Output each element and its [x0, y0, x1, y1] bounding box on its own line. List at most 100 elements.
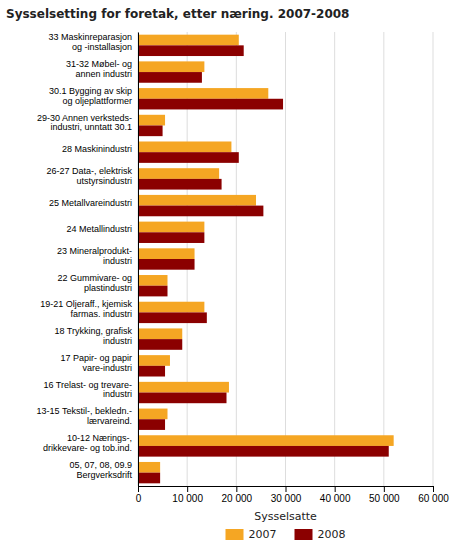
grid-line: [138, 32, 139, 486]
chart: Sysselsetting for foretak, etter næring.…: [0, 0, 455, 554]
bar: [138, 125, 163, 136]
tick-label: 24 Metallindustri: [66, 224, 132, 234]
bar: [138, 179, 222, 190]
tick-mark: [384, 486, 385, 492]
legend-swatch: [295, 529, 313, 540]
tick-label: 29-30 Annen verksteds-industri, unntatt …: [37, 113, 132, 133]
tick-mark: [138, 486, 139, 492]
tick-label-line: 10-12 Nærings-,: [67, 433, 132, 443]
tick: 60 000: [418, 486, 449, 504]
series: [138, 45, 389, 483]
tick: 19-21 Oljeraff., kjemiskfarmas. industri: [40, 299, 138, 319]
tick-label-line: 22 Gummivare- og: [57, 273, 132, 283]
tick-label: 19-21 Oljeraff., kjemiskfarmas. industri: [40, 299, 132, 319]
tick-label: 22 Gummivare- ogplastindustri: [57, 273, 132, 293]
bar: [138, 222, 204, 233]
tick-mark: [236, 486, 237, 492]
tick-label: 60 000: [418, 493, 449, 504]
tick: 13-15 Tekstil-, bekledn.-lærvareind.: [37, 406, 138, 426]
series: [138, 35, 394, 473]
tick-label-line: 13-15 Tekstil-, bekledn.-: [37, 406, 132, 416]
tick-label-line: 31-32 Møbel- og: [66, 59, 132, 69]
tick-label: 50 000: [369, 493, 400, 504]
legend-label: 2008: [318, 528, 346, 541]
bar: [138, 206, 263, 217]
tick-mark: [335, 486, 336, 492]
tick: 26-27 Data-, elektriskutstyrsindustri: [46, 166, 138, 186]
bar: [138, 462, 160, 473]
bar: [138, 168, 219, 179]
bar: [138, 366, 165, 377]
bar: [138, 355, 170, 366]
tick-label: 26-27 Data-, elektriskutstyrsindustri: [46, 166, 132, 186]
bars: [138, 35, 394, 484]
tick-label-line: industri: [103, 389, 132, 399]
bar: [138, 382, 229, 393]
tick-label-line: 19-21 Oljeraff., kjemisk: [40, 299, 132, 309]
tick: 10 000: [172, 486, 203, 504]
bar: [138, 393, 227, 404]
bar: [138, 419, 165, 430]
tick-label-line: utstyrsindustri: [76, 176, 132, 186]
bar: [138, 302, 204, 313]
tick-label-line: 17 Papir- og papir: [60, 353, 132, 363]
tick-label: 20 000: [222, 493, 253, 504]
tick: 33 Maskinreparasjonog -installasjon: [48, 32, 138, 52]
bar: [138, 339, 182, 350]
bar: [138, 275, 168, 286]
tick: 05, 07, 08, 09.9Bergverksdrift: [69, 460, 138, 480]
tick: 22 Gummivare- ogplastindustri: [57, 273, 138, 293]
tick-label: 23 Mineralprodukt-industri: [57, 246, 132, 266]
tick-label-line: 28 Maskinindustri: [62, 144, 132, 154]
bar: [138, 99, 283, 110]
tick: 28 Maskinindustri: [62, 144, 138, 154]
plot: 010 00020 00030 00040 00050 00060 00033 …: [37, 32, 450, 541]
grid-line: [285, 32, 286, 486]
bar: [138, 61, 204, 72]
tick-label: 10 000: [172, 493, 203, 504]
tick: 16 Trelast- og trevare-industri: [43, 380, 138, 400]
tick-label-line: 23 Mineralprodukt-: [57, 246, 132, 256]
tick-label: 10-12 Nærings-,drikkevare- og tob.ind.: [43, 433, 132, 453]
title: Sysselsetting for foretak, etter næring.…: [6, 7, 349, 21]
tick-label-line: og oljeplattformer: [62, 96, 132, 106]
tick: 17 Papir- og papirvare-industri: [60, 353, 138, 373]
bar: [138, 35, 239, 46]
tick-label-line: 33 Maskinreparasjon: [48, 32, 132, 42]
bar: [138, 409, 168, 420]
tick: 40 000: [320, 486, 351, 504]
legend-label: 2007: [249, 528, 277, 541]
bar: [138, 286, 168, 297]
tick-label-line: 29-30 Annen verksteds-: [37, 113, 132, 123]
bar: [138, 312, 207, 323]
tick: 24 Metallindustri: [66, 224, 138, 234]
bar: [138, 115, 165, 126]
tick-label-line: og -installasjon: [72, 42, 132, 52]
tick-label-line: drikkevare- og tob.ind.: [43, 443, 132, 453]
legend: 2007 2008: [226, 528, 346, 541]
legend-swatch: [226, 529, 244, 540]
tick-label: 31-32 Møbel- ogannen industri: [66, 59, 132, 79]
tick: 23 Mineralprodukt-industri: [57, 246, 138, 266]
tick-label: 30.1 Bygging av skipog oljeplattformer: [49, 86, 132, 106]
tick-label: 33 Maskinreparasjonog -installasjon: [48, 32, 132, 52]
tick-label: 40 000: [320, 493, 351, 504]
tick: 30.1 Bygging av skipog oljeplattformer: [49, 86, 138, 106]
tick-label-line: 16 Trelast- og trevare-: [43, 380, 132, 390]
bar: [138, 248, 195, 259]
tick-label-line: farmas. industri: [70, 309, 132, 319]
tick-label: 28 Maskinindustri: [62, 144, 132, 154]
tick: 25 Metallvareindustri: [49, 198, 138, 208]
tick-label: 0: [136, 493, 142, 504]
tick: 18 Trykking, grafiskindustri: [54, 326, 138, 346]
tick: 20 000: [222, 486, 253, 504]
tick-mark: [433, 486, 434, 492]
bar: [138, 446, 389, 457]
x-axis-label: Sysselsatte: [254, 510, 317, 523]
tick-label-line: plastindustri: [84, 283, 132, 293]
tick-label: 13-15 Tekstil-, bekledn.-lærvareind.: [37, 406, 132, 426]
bar: [138, 328, 182, 339]
tick-label: 17 Papir- og papirvare-industri: [60, 353, 132, 373]
tick-label-line: 26-27 Data-, elektrisk: [46, 166, 132, 176]
tick: 31-32 Møbel- ogannen industri: [66, 59, 138, 79]
